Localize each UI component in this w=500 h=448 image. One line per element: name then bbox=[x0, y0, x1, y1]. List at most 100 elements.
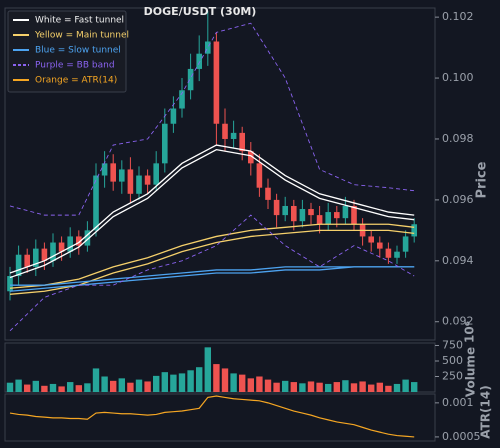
y-tick-label: 0.102 bbox=[442, 10, 474, 23]
volume-bar bbox=[58, 386, 65, 392]
volume-bar bbox=[15, 379, 22, 392]
candle-body bbox=[316, 215, 323, 225]
price-panel bbox=[4, 7, 436, 341]
y-tick-label: 500 bbox=[442, 354, 463, 367]
y-tick-label: 0.092 bbox=[442, 315, 474, 328]
candle-body bbox=[67, 236, 73, 252]
candle-body bbox=[222, 123, 228, 139]
candle-body bbox=[84, 230, 91, 246]
volume-bar bbox=[161, 372, 168, 392]
y-tick-label: 0.001 bbox=[442, 396, 474, 409]
volume-bar bbox=[290, 382, 297, 392]
candle-body bbox=[179, 90, 185, 109]
candle-body bbox=[230, 132, 237, 139]
candle-body bbox=[136, 175, 142, 194]
volume-bar bbox=[247, 378, 254, 392]
y-axis-label: ATR(14) bbox=[479, 385, 493, 438]
volume-bar bbox=[333, 382, 340, 392]
candle-body bbox=[377, 242, 383, 249]
candle-body bbox=[119, 169, 125, 182]
volume-bar bbox=[359, 381, 366, 392]
volume-bar bbox=[393, 383, 401, 392]
candle-body bbox=[196, 53, 202, 69]
volume-bar bbox=[67, 382, 74, 392]
volume-bar bbox=[187, 370, 194, 392]
volume-bar bbox=[411, 382, 418, 392]
volume-bar bbox=[230, 373, 237, 392]
candle-body bbox=[15, 254, 22, 277]
candle-body bbox=[110, 163, 116, 182]
volume-bar bbox=[273, 382, 280, 392]
volume-bar bbox=[264, 379, 272, 392]
volume-bar bbox=[385, 385, 392, 392]
candle-body bbox=[385, 248, 392, 258]
volume-bar bbox=[350, 383, 358, 392]
y-tick-label: 250 bbox=[442, 369, 463, 382]
candle-body bbox=[256, 163, 263, 188]
candle-body bbox=[144, 175, 151, 185]
candle-body bbox=[7, 276, 13, 292]
candle-body bbox=[239, 132, 245, 152]
volume-bar bbox=[153, 375, 160, 392]
volume-bar bbox=[118, 378, 125, 392]
volume-bar bbox=[75, 385, 82, 392]
atr-panel bbox=[4, 393, 436, 442]
volume-bar bbox=[299, 383, 306, 392]
candle-body bbox=[334, 212, 340, 219]
candle-body bbox=[50, 242, 56, 261]
volume-bar bbox=[41, 385, 48, 392]
volume-bar bbox=[342, 380, 349, 392]
candle-body bbox=[342, 205, 349, 219]
candle-body bbox=[411, 224, 417, 237]
candle-body bbox=[170, 108, 177, 124]
candle-body bbox=[41, 248, 48, 261]
band-line bbox=[9, 148, 415, 279]
volume-bar bbox=[204, 347, 211, 392]
volume-bar bbox=[307, 381, 315, 392]
volume-bar bbox=[32, 380, 39, 392]
volume-bar bbox=[325, 383, 332, 392]
volume-bar bbox=[135, 379, 143, 392]
band-line bbox=[9, 223, 415, 289]
volume-bar bbox=[6, 382, 14, 392]
candle-body bbox=[394, 251, 400, 258]
atr-line bbox=[9, 395, 415, 438]
volume-bar bbox=[84, 383, 91, 392]
candle-body bbox=[273, 199, 280, 216]
y-axis-label: Volume bbox=[464, 347, 478, 397]
y-tick-label: 750 bbox=[442, 338, 463, 351]
legend-label: Orange = ATR(14) bbox=[35, 76, 117, 86]
candle-body bbox=[58, 242, 65, 252]
volume-bar bbox=[178, 373, 186, 392]
candle-body bbox=[101, 163, 108, 176]
band-line bbox=[9, 144, 415, 274]
volume-bar bbox=[110, 380, 117, 392]
legend-label: Blue = Slow tunnel bbox=[35, 46, 121, 56]
candle-body bbox=[351, 205, 357, 225]
volume-bar bbox=[282, 380, 289, 392]
y-tick-label: 0.096 bbox=[442, 193, 474, 206]
volume-bar bbox=[239, 374, 246, 392]
candle-body bbox=[127, 169, 134, 194]
candle-body bbox=[162, 123, 168, 164]
volume-bar bbox=[213, 364, 220, 392]
volume-bar bbox=[376, 382, 383, 392]
legend-label: White = Fast tunnel bbox=[35, 16, 124, 26]
band-line bbox=[9, 214, 415, 332]
candle-body bbox=[402, 236, 409, 252]
legend-label: Yellow = Main tunnel bbox=[34, 31, 129, 41]
band-line bbox=[9, 22, 415, 216]
legend-label: Purple = BB band bbox=[35, 61, 115, 71]
volume-panel bbox=[4, 342, 436, 393]
candle-body bbox=[282, 205, 288, 216]
candle-body bbox=[213, 41, 220, 124]
legend-box bbox=[7, 10, 127, 93]
volume-bar bbox=[402, 379, 409, 392]
volume-bar bbox=[316, 382, 323, 392]
volume-bar bbox=[256, 376, 263, 392]
volume-bar bbox=[170, 374, 177, 392]
volume-bar bbox=[196, 367, 203, 392]
legend: White = Fast tunnel Yellow = Main tunnel B… bbox=[7, 10, 129, 93]
volume-bar bbox=[144, 381, 151, 392]
